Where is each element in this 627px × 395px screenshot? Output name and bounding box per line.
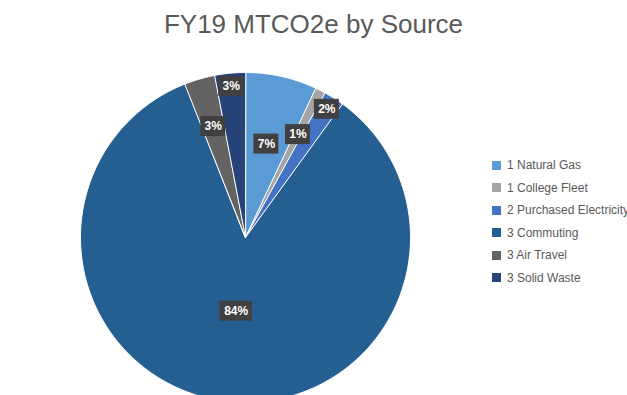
svg-text:2%: 2% [318, 102, 336, 116]
svg-text:3%: 3% [223, 79, 241, 93]
svg-text:7%: 7% [258, 137, 276, 151]
svg-text:1%: 1% [289, 127, 307, 141]
html-text:FY19 MTCO2e by Source: FY19 MTCO2e by Source [163, 9, 464, 39]
html-text:1 College Fleet: 1 College Fleet [507, 180, 588, 195]
html-text:1 Natural Gas: 1 Natural Gas [507, 158, 581, 173]
html-text:3 Solid Waste: 3 Solid Waste [507, 270, 581, 285]
svg-text:3%: 3% [205, 119, 223, 133]
html-text:3 Air Travel: 3 Air Travel [507, 248, 567, 263]
svg-text:84%: 84% [224, 304, 248, 318]
html-text:3 Commuting: 3 Commuting [507, 225, 579, 240]
